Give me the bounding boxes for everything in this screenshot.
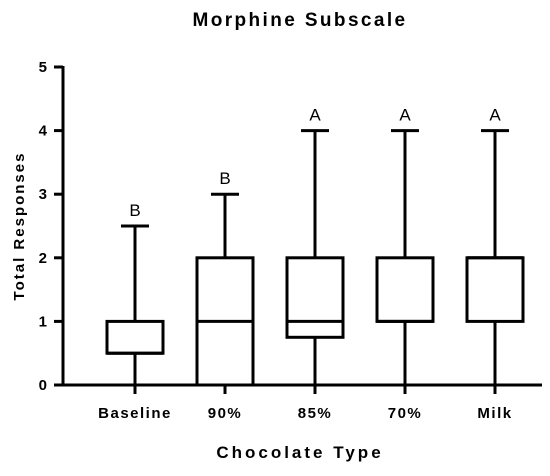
x-tick-label: 90% — [208, 405, 243, 422]
box-iqr — [375, 256, 435, 323]
significance-label: A — [309, 106, 321, 125]
y-tick-label: 0 — [39, 377, 47, 394]
x-tick-label: Baseline — [98, 405, 172, 422]
box-iqr — [465, 256, 525, 323]
y-tick-label: 5 — [39, 59, 47, 76]
box-iqr — [105, 319, 165, 355]
x-tick-label: 70% — [388, 405, 423, 422]
y-tick-label: 3 — [39, 186, 47, 203]
significance-label: B — [129, 201, 140, 220]
y-tick-label: 4 — [39, 123, 48, 140]
y-axis-label: Total Responses — [11, 152, 28, 301]
y-tick-label: 2 — [39, 250, 47, 267]
significance-label: B — [219, 169, 230, 188]
chart-title: Morphine Subscale — [192, 10, 407, 31]
significance-label: A — [399, 106, 411, 125]
significance-label: A — [489, 106, 501, 125]
x-tick-label: 85% — [298, 405, 333, 422]
box-iqr — [285, 256, 345, 339]
x-tick-label: Milk — [477, 405, 512, 422]
x-axis-label: Chocolate Type — [216, 443, 383, 462]
plot-area: 0 1 2 3 4 5 Baseline 90% 85% 70% Milk B B A A A — [39, 59, 542, 422]
y-tick-label: 1 — [39, 313, 47, 330]
